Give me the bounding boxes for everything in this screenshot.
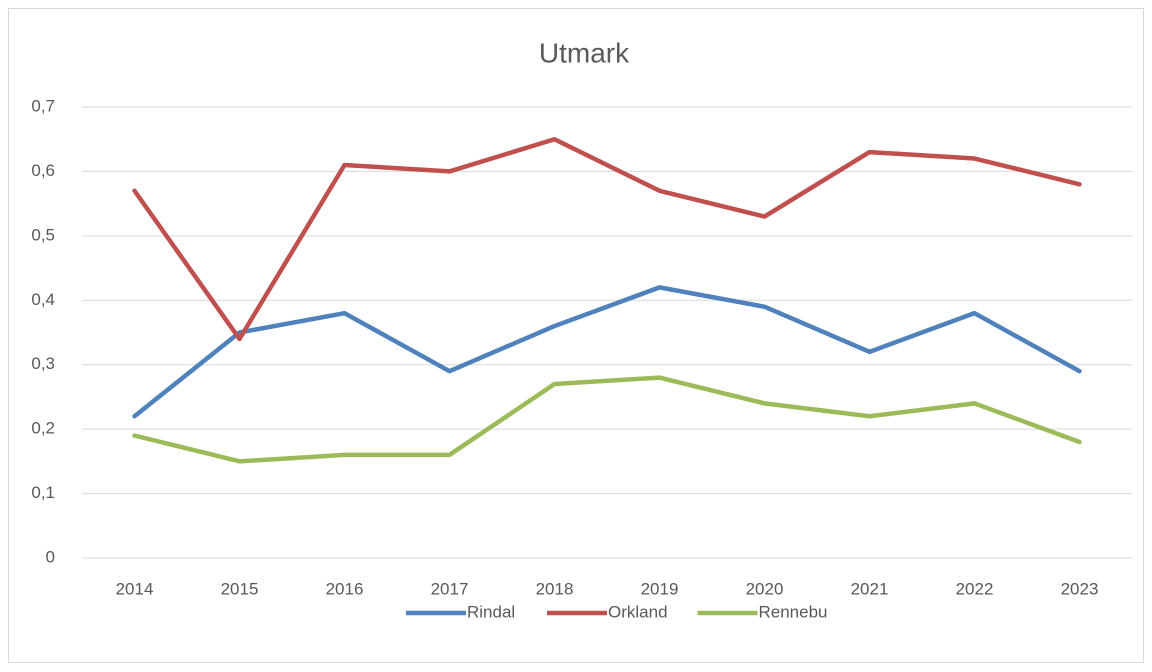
y-tick-label: 0,1 xyxy=(31,483,55,502)
legend-label: Orkland xyxy=(608,602,668,621)
chart-title: Utmark xyxy=(539,37,630,68)
x-tick-label: 2020 xyxy=(746,579,784,598)
x-tick-label: 2023 xyxy=(1061,579,1099,598)
legend-label: Rennebu xyxy=(759,602,828,621)
y-tick-label: 0 xyxy=(46,547,55,566)
y-tick-label: 0,6 xyxy=(31,161,55,180)
chart-border xyxy=(8,8,1144,663)
y-tick-label: 0,4 xyxy=(31,290,55,309)
x-tick-label: 2017 xyxy=(431,579,469,598)
x-tick-label: 2018 xyxy=(536,579,574,598)
legend-label: Rindal xyxy=(467,602,515,621)
x-tick-label: 2015 xyxy=(221,579,259,598)
y-tick-label: 0,3 xyxy=(31,354,55,373)
y-tick-label: 0,7 xyxy=(31,96,55,115)
series-line xyxy=(132,136,1082,342)
x-tick-label: 2022 xyxy=(956,579,994,598)
x-tick-label: 2019 xyxy=(641,579,679,598)
series-line xyxy=(132,375,1082,464)
x-tick-label: 2016 xyxy=(326,579,364,598)
x-tick-label: 2021 xyxy=(851,579,889,598)
y-tick-label: 0,2 xyxy=(31,419,55,438)
x-tick-label: 2014 xyxy=(116,579,154,598)
series-line xyxy=(132,285,1082,419)
y-tick-label: 0,5 xyxy=(31,225,55,244)
